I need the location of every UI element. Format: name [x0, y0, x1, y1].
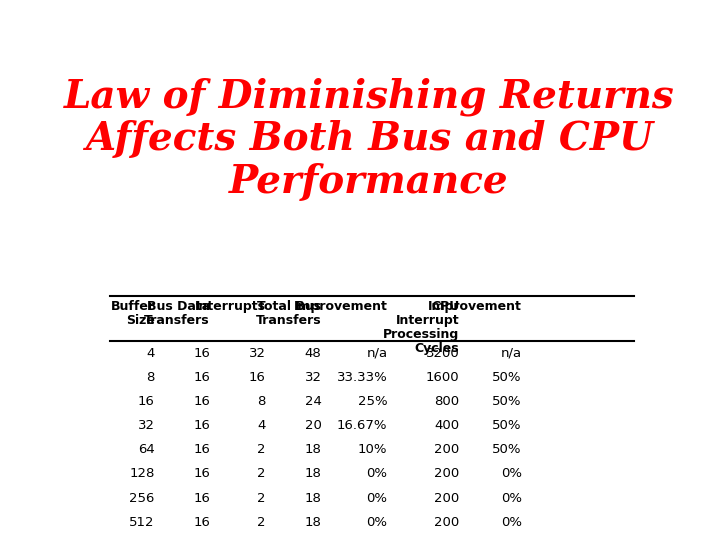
Text: CPU
Interrupt
Processing
Cycles: CPU Interrupt Processing Cycles: [383, 300, 459, 355]
Text: 50%: 50%: [492, 395, 522, 408]
Text: 800: 800: [434, 395, 459, 408]
Text: Law of Diminishing Returns
Affects Both Bus and CPU
Performance: Law of Diminishing Returns Affects Both …: [63, 77, 675, 201]
Text: 400: 400: [434, 419, 459, 432]
Text: n/a: n/a: [366, 347, 387, 360]
Text: 0%: 0%: [366, 468, 387, 481]
Text: 256: 256: [130, 491, 155, 504]
Text: 200: 200: [434, 443, 459, 456]
Text: 0%: 0%: [501, 516, 522, 529]
Text: Improvement: Improvement: [428, 300, 522, 313]
Text: Bus Data
Transfers: Bus Data Transfers: [144, 300, 210, 327]
Text: 32: 32: [138, 419, 155, 432]
Text: 2: 2: [257, 443, 266, 456]
Text: 0%: 0%: [501, 468, 522, 481]
Text: Interrupts: Interrupts: [195, 300, 266, 313]
Text: 16: 16: [193, 419, 210, 432]
Text: 3200: 3200: [426, 347, 459, 360]
Text: 50%: 50%: [492, 371, 522, 384]
Text: 16: 16: [249, 371, 266, 384]
Text: 25%: 25%: [358, 395, 387, 408]
Text: 16.67%: 16.67%: [337, 419, 387, 432]
Text: 8: 8: [146, 371, 155, 384]
Text: 10%: 10%: [358, 443, 387, 456]
Text: 1600: 1600: [426, 371, 459, 384]
Text: 16: 16: [193, 468, 210, 481]
Text: 50%: 50%: [492, 443, 522, 456]
Text: 0%: 0%: [366, 516, 387, 529]
Text: 16: 16: [193, 347, 210, 360]
Text: 200: 200: [434, 491, 459, 504]
Text: 2: 2: [257, 468, 266, 481]
Text: 16: 16: [193, 516, 210, 529]
Text: n/a: n/a: [501, 347, 522, 360]
Text: 2: 2: [257, 516, 266, 529]
Text: 512: 512: [129, 516, 155, 529]
Text: 128: 128: [130, 468, 155, 481]
Text: 50%: 50%: [492, 419, 522, 432]
Text: 18: 18: [305, 443, 322, 456]
Text: 4: 4: [146, 347, 155, 360]
Text: 33.33%: 33.33%: [337, 371, 387, 384]
Text: 18: 18: [305, 516, 322, 529]
Text: 0%: 0%: [501, 491, 522, 504]
Text: 4: 4: [257, 419, 266, 432]
Text: 16: 16: [193, 491, 210, 504]
Text: 48: 48: [305, 347, 322, 360]
Text: 16: 16: [193, 395, 210, 408]
Text: 18: 18: [305, 468, 322, 481]
Text: 0%: 0%: [366, 491, 387, 504]
Text: 32: 32: [305, 371, 322, 384]
Text: 8: 8: [257, 395, 266, 408]
Text: 200: 200: [434, 516, 459, 529]
Text: 32: 32: [249, 347, 266, 360]
Text: 24: 24: [305, 395, 322, 408]
Text: Improvement: Improvement: [294, 300, 387, 313]
Text: 16: 16: [193, 443, 210, 456]
Text: 16: 16: [193, 371, 210, 384]
Text: 16: 16: [138, 395, 155, 408]
Text: 20: 20: [305, 419, 322, 432]
Text: 64: 64: [138, 443, 155, 456]
Text: Total Bus
Transfers: Total Bus Transfers: [256, 300, 322, 327]
Text: Buffer
Size: Buffer Size: [111, 300, 155, 327]
Text: 2: 2: [257, 491, 266, 504]
Text: 200: 200: [434, 468, 459, 481]
Text: 18: 18: [305, 491, 322, 504]
